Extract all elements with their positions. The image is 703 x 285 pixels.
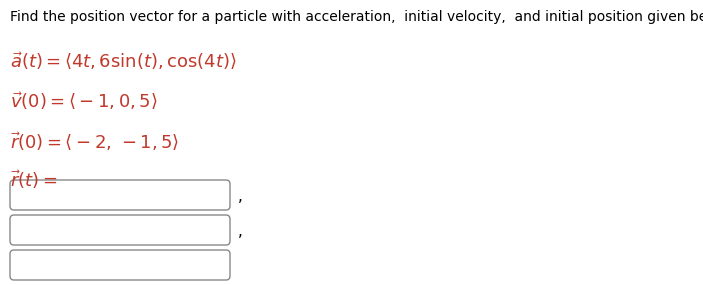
Text: $\vec{r}(0) = \langle -2,\, -1, 5\rangle$: $\vec{r}(0) = \langle -2,\, -1, 5\rangle… [10,130,179,152]
FancyBboxPatch shape [10,180,230,210]
Text: ,: , [238,189,243,204]
FancyBboxPatch shape [10,215,230,245]
Text: $\vec{r}(t) = $: $\vec{r}(t) = $ [10,168,57,191]
FancyBboxPatch shape [10,250,230,280]
Text: $\vec{a}(t) = \langle 4t, 6\sin(t), \cos(4t)\rangle$: $\vec{a}(t) = \langle 4t, 6\sin(t), \cos… [10,50,237,71]
Text: $\vec{v}(0) = \langle -1, 0, 5\rangle$: $\vec{v}(0) = \langle -1, 0, 5\rangle$ [10,90,157,111]
Text: Find the position vector for a particle with acceleration,  initial velocity,  a: Find the position vector for a particle … [10,10,703,24]
Text: ,: , [238,224,243,239]
